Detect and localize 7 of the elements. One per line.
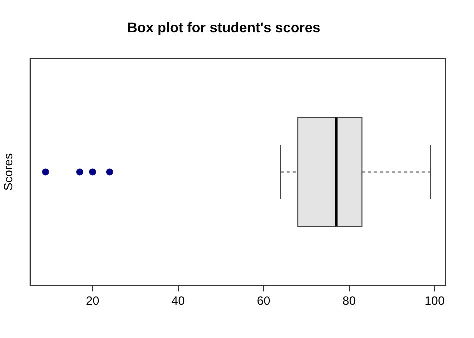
x-tick-label: 40 (172, 294, 186, 308)
x-tick-label: 20 (86, 294, 100, 308)
y-axis-title: Scores (2, 154, 16, 191)
x-tick-label: 60 (257, 294, 271, 308)
chart-title: Box plot for student's scores (127, 19, 321, 36)
x-tick-label: 100 (424, 294, 446, 308)
x-tick-label: 80 (342, 294, 356, 308)
